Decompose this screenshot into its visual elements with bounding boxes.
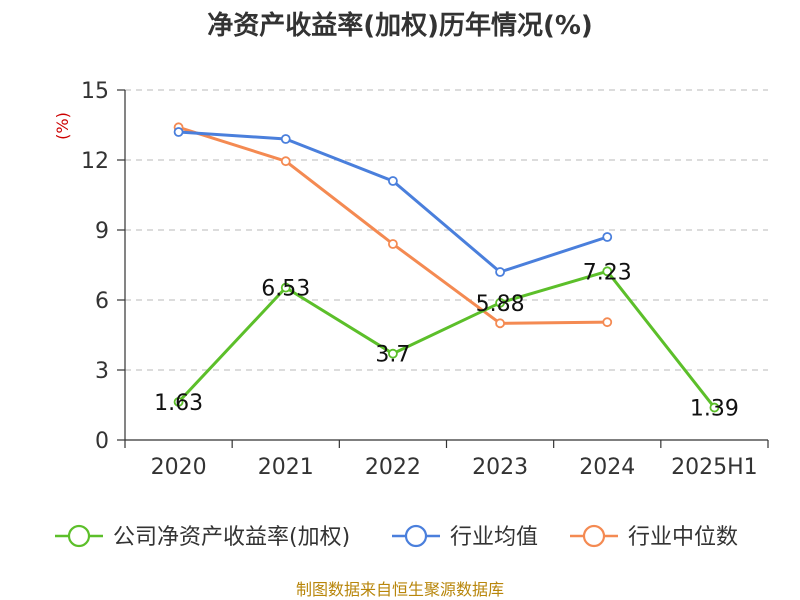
data-label-2025H1: 1.39 [690,397,739,422]
point-s1-2021 [280,134,291,144]
legend-marker-1 [404,524,428,548]
data-labels: 1.63 6.53 3.7 5.88 7.23 1.39 [154,260,739,421]
point-s0-2021 [280,282,291,293]
y-tick-label-12: 12 [81,149,109,174]
point-s2-2023 [495,318,505,329]
point-s1-2024 [602,232,613,242]
point-s0-2020 [173,397,184,407]
series-line-0 [177,269,716,409]
point-s2-2022 [388,239,398,249]
grid-lines [125,89,768,371]
point-s1-2020 [173,127,184,137]
data-label-2023: 5.88 [476,292,525,317]
point-s0-2023 [495,297,505,308]
x-tick-label-2024: 2024 [579,455,635,480]
point-s1-2022 [388,176,398,186]
data-label-2021: 6.53 [261,277,310,302]
legend-marker-0 [67,524,91,548]
point-s1-2023 [495,267,505,277]
y-tick-label-3: 3 [95,359,109,384]
y-tick-label-15: 15 [81,79,109,104]
x-tick-label-2025H1: 2025H1 [671,455,758,480]
x-tick-label-2020: 2020 [151,455,207,480]
legend-label-1: 行业均值 [450,525,538,550]
axes: 0 3 6 9 12 15 2020 2021 2022 2023 2024 2025H1 [81,79,769,480]
point-s0-2024 [602,266,613,277]
source-note: 制图数据来自恒生聚源数据库 [296,580,504,599]
legend: 公司净资产收益率(加权) 行业均值 行业中位数 [55,524,738,550]
point-s0-2025H1 [709,402,720,413]
legend-marker-2 [582,524,606,548]
legend-label-2: 行业中位数 [628,525,738,550]
y-tick-label-6: 6 [95,289,109,314]
series-layer [173,122,720,413]
x-tick-label-2023: 2023 [472,455,528,480]
data-label-2020: 1.63 [154,391,203,416]
data-label-2022: 3.7 [375,343,410,368]
y-axis-unit: (%) [53,112,72,140]
point-s2-2021 [280,156,291,167]
series-line-2 [178,125,608,325]
x-tick-label-2022: 2022 [365,455,421,480]
data-label-2024: 7.23 [583,260,632,285]
legend-label-0: 公司净资产收益率(加权) [113,525,350,550]
x-tick-label-2021: 2021 [258,455,314,480]
point-s0-2022 [388,348,398,359]
series-line-1 [178,130,608,274]
y-tick-label-0: 0 [95,429,109,454]
y-tick-label-9: 9 [95,219,109,244]
point-s2-2024 [602,317,613,328]
chart-title: 净资产收益率(加权)历年情况(%) [207,10,593,41]
